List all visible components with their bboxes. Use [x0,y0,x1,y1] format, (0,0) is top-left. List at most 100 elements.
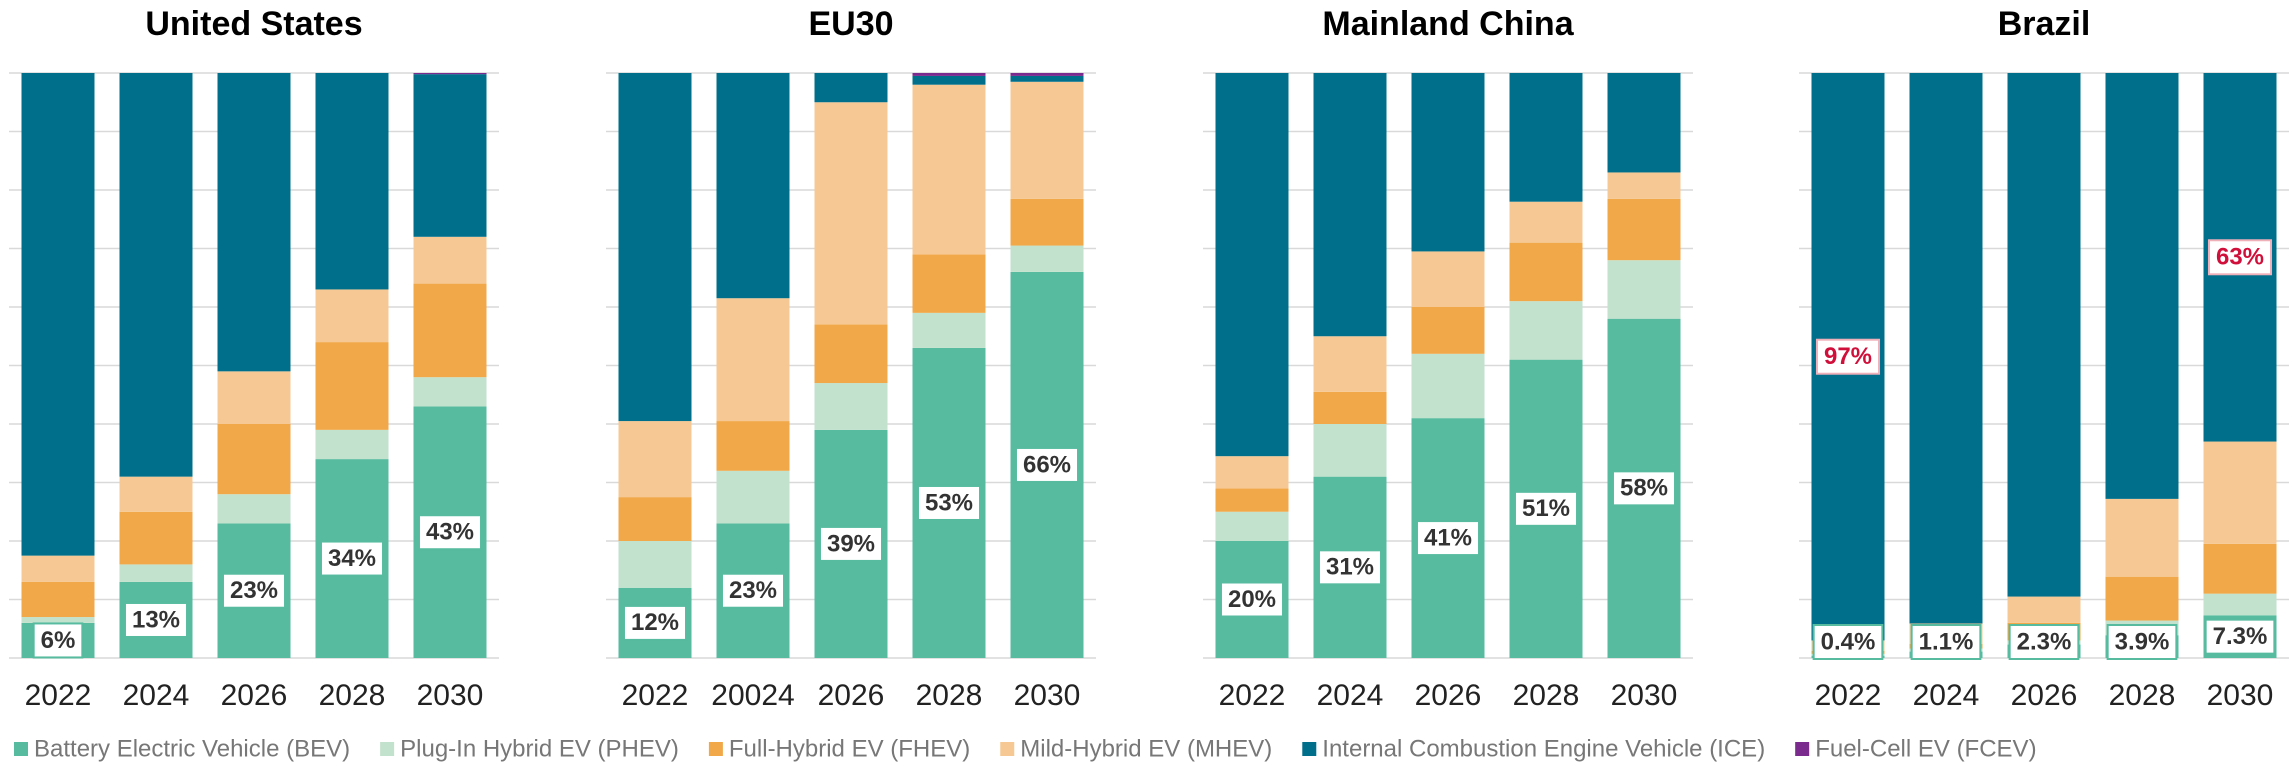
bar-segment [1411,353,1485,419]
bar-segment [315,73,389,290]
bar-segment [716,298,790,422]
bar-segment [814,102,888,325]
value-label: 23% [720,572,786,609]
bar-segment [2007,596,2081,623]
legend-label: Battery Electric Vehicle (BEV) [34,735,350,762]
x-tick-label: 2030 [2207,679,2274,712]
panel-title: United States [145,5,362,43]
value-label-text: 34% [328,545,376,572]
bar-segment [814,324,888,384]
value-label: 58% [1611,470,1677,507]
value-label-text: 43% [426,519,474,546]
value-label-box [1317,549,1383,586]
value-label: 43% [417,514,483,551]
value-label-text: 0.4% [1821,628,1876,655]
bar-segment [1607,198,1681,261]
x-tick-label: 2022 [1815,679,1882,712]
bar-segment [1313,73,1387,337]
x-tick-label: 2028 [916,679,983,712]
x-tick-label: 2030 [1611,679,1678,712]
legend-label: Internal Combustion Engine Vehicle (ICE) [1322,735,1765,762]
panel-title: Brazil [1998,5,2091,43]
value-label-box [720,572,786,609]
value-label-box [417,514,483,551]
bar-segment [1509,73,1583,202]
bar-segment [2105,576,2179,621]
bar-segment [1607,73,1681,173]
bar-segment [1909,73,1983,624]
bar-segment [413,377,487,407]
value-label-text: 3.9% [2115,628,2170,655]
value-label-text: 13% [132,606,180,633]
value-label-text: 23% [230,577,278,604]
bar-segment [618,497,692,541]
bar-segment [315,429,389,460]
value-label-box [221,572,287,609]
bar-segment [618,421,692,498]
value-label-text: 39% [827,530,875,557]
bar-segment [912,73,986,76]
x-tick-label: 2026 [1415,679,1482,712]
bar-segment [1313,424,1387,477]
bar-segment [413,236,487,284]
value-label: 23% [221,572,287,609]
bar-segment [119,476,193,512]
bar-segment [1215,73,1289,457]
value-label-text: 41% [1424,524,1472,551]
value-label-box [1812,624,1884,660]
value-label: 0.4% [1812,624,1884,660]
value-label: 20% [1219,581,1285,618]
bar-segment [2203,441,2277,544]
value-label-box [32,622,84,659]
value-label-box [622,604,688,641]
bar-segment [2203,543,2277,594]
bar-segment [912,84,986,255]
bar-segment [119,564,193,582]
bar-segment [119,511,193,565]
bar-segment [21,555,95,582]
value-label-text: 31% [1326,554,1374,581]
value-label: 2.3% [2008,624,2080,660]
value-label-text: 6% [41,627,76,654]
legend-swatch [14,742,28,756]
bar-segment [2203,593,2277,616]
bar-segment [1607,260,1681,319]
bar-segment [1215,456,1289,489]
x-tick-label: 2026 [221,679,288,712]
x-tick-label: 2030 [1014,679,1081,712]
x-tick-label: 2024 [123,679,190,712]
x-tick-label: 2024 [1913,679,1980,712]
legend-label: Mild-Hybrid EV (MHEV) [1020,735,1272,762]
value-label-box [2207,239,2273,276]
bar-segment [912,312,986,348]
bar-segment [217,424,291,495]
bar-segment [1411,73,1485,252]
value-label-box [123,601,189,638]
value-label-text: 12% [631,609,679,636]
bar-segment [1215,511,1289,541]
value-label: 39% [818,525,884,562]
x-tick-label: 2028 [2109,679,2176,712]
bar-segment [413,74,487,237]
bar-segment [618,541,692,588]
value-label-box [1415,520,1481,557]
bar-segment [2105,73,2179,499]
value-label-box [2008,624,2080,660]
bar-segment [716,73,790,299]
bar-segment [119,73,193,477]
bar-segment [1509,201,1583,243]
x-tick-label: 2022 [1219,679,1286,712]
value-label: 7.3% [2204,618,2276,655]
value-label-box [1910,624,1982,660]
bar-segment [1411,251,1485,307]
value-label-text: 7.3% [2213,623,2268,650]
value-label-text: 1.1% [1919,628,1974,655]
bar-segment [2105,498,2179,577]
bar-segment [814,383,888,430]
bar-segment [814,73,888,103]
bar-segment [1010,198,1084,246]
x-tick-label: 2026 [2011,679,2078,712]
legend-label: Plug-In Hybrid EV (PHEV) [400,735,679,762]
legend-swatch [1795,742,1810,756]
bar-segment [912,75,986,85]
